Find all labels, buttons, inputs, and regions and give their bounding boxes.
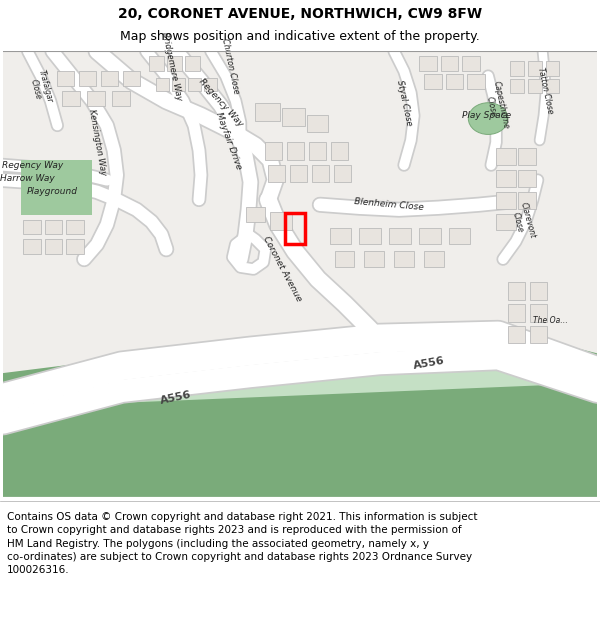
Polygon shape xyxy=(23,239,41,254)
Polygon shape xyxy=(330,228,352,244)
Text: Styal Close: Styal Close xyxy=(395,79,413,126)
Polygon shape xyxy=(496,148,516,165)
Polygon shape xyxy=(287,142,304,160)
Polygon shape xyxy=(66,239,84,254)
Polygon shape xyxy=(530,326,547,343)
Polygon shape xyxy=(334,165,350,182)
Polygon shape xyxy=(3,329,597,497)
Polygon shape xyxy=(3,341,597,408)
Polygon shape xyxy=(359,228,381,244)
Polygon shape xyxy=(149,56,164,71)
Polygon shape xyxy=(518,192,536,209)
Polygon shape xyxy=(518,148,536,165)
Polygon shape xyxy=(87,91,105,106)
Polygon shape xyxy=(496,170,516,187)
Text: Trafalgar
Close: Trafalgar Close xyxy=(27,69,54,107)
Polygon shape xyxy=(282,107,305,126)
Text: The Oa…: The Oa… xyxy=(533,316,568,325)
Polygon shape xyxy=(123,71,140,86)
Polygon shape xyxy=(518,170,536,187)
Polygon shape xyxy=(528,79,542,93)
Polygon shape xyxy=(449,228,470,244)
Text: Playground: Playground xyxy=(27,188,78,196)
Polygon shape xyxy=(545,61,559,76)
Ellipse shape xyxy=(469,102,508,134)
Polygon shape xyxy=(312,165,329,182)
Text: Contains OS data © Crown copyright and database right 2021. This information is : Contains OS data © Crown copyright and d… xyxy=(7,512,478,575)
Polygon shape xyxy=(446,74,463,89)
Polygon shape xyxy=(496,214,516,231)
Text: Regency Way: Regency Way xyxy=(197,77,245,129)
Polygon shape xyxy=(530,304,547,322)
Text: A556: A556 xyxy=(160,389,193,406)
Polygon shape xyxy=(167,56,182,71)
Polygon shape xyxy=(510,61,524,76)
Polygon shape xyxy=(157,78,169,91)
Polygon shape xyxy=(463,56,480,71)
Polygon shape xyxy=(66,219,84,234)
Polygon shape xyxy=(364,251,384,267)
Text: 20, CORONET AVENUE, NORTHWICH, CW9 8FW: 20, CORONET AVENUE, NORTHWICH, CW9 8FW xyxy=(118,8,482,21)
Polygon shape xyxy=(389,228,411,244)
Text: Blenheim Close: Blenheim Close xyxy=(354,198,424,212)
Text: Kensington Way: Kensington Way xyxy=(87,109,107,176)
Text: Play Space: Play Space xyxy=(461,111,511,120)
Polygon shape xyxy=(290,165,307,182)
Polygon shape xyxy=(112,91,130,106)
Polygon shape xyxy=(508,304,525,322)
Polygon shape xyxy=(510,79,524,93)
Polygon shape xyxy=(256,102,280,121)
Polygon shape xyxy=(101,71,118,86)
Polygon shape xyxy=(245,207,265,222)
Polygon shape xyxy=(188,78,201,91)
Polygon shape xyxy=(394,251,414,267)
Polygon shape xyxy=(62,91,80,106)
Polygon shape xyxy=(467,74,485,89)
Polygon shape xyxy=(424,251,443,267)
Polygon shape xyxy=(21,160,92,214)
Polygon shape xyxy=(419,56,437,71)
Polygon shape xyxy=(335,251,355,267)
Polygon shape xyxy=(528,61,542,76)
Polygon shape xyxy=(508,326,525,343)
Text: Regency Way: Regency Way xyxy=(2,161,63,169)
Polygon shape xyxy=(23,219,41,234)
Polygon shape xyxy=(44,239,62,254)
Text: A556: A556 xyxy=(412,356,445,371)
Text: Mayfair Drive: Mayfair Drive xyxy=(214,111,243,170)
Polygon shape xyxy=(265,142,282,160)
Polygon shape xyxy=(331,142,347,160)
Polygon shape xyxy=(58,71,74,86)
Text: Capesthorne
Close: Capesthorne Close xyxy=(482,80,511,132)
Polygon shape xyxy=(419,228,440,244)
Polygon shape xyxy=(204,78,217,91)
Polygon shape xyxy=(44,219,62,234)
Text: Bridgemere Way: Bridgemere Way xyxy=(160,31,183,101)
Polygon shape xyxy=(309,142,326,160)
Polygon shape xyxy=(270,212,292,229)
Text: Churton Close: Churton Close xyxy=(220,38,241,94)
Polygon shape xyxy=(496,192,516,209)
Polygon shape xyxy=(424,74,442,89)
Text: Tatton Close: Tatton Close xyxy=(536,67,555,115)
Polygon shape xyxy=(508,282,525,300)
Text: Harrow Way: Harrow Way xyxy=(0,174,55,182)
Bar xyxy=(285,213,305,244)
Polygon shape xyxy=(268,165,285,182)
Polygon shape xyxy=(530,282,547,300)
Text: Coronet Avenue: Coronet Avenue xyxy=(261,235,303,303)
Polygon shape xyxy=(545,79,559,93)
Polygon shape xyxy=(185,56,200,71)
Polygon shape xyxy=(79,71,96,86)
Polygon shape xyxy=(172,78,185,91)
Polygon shape xyxy=(440,56,458,71)
Polygon shape xyxy=(307,114,328,132)
Text: Map shows position and indicative extent of the property.: Map shows position and indicative extent… xyxy=(120,31,480,43)
Text: Clarevont
Close: Clarevont Close xyxy=(509,201,537,242)
